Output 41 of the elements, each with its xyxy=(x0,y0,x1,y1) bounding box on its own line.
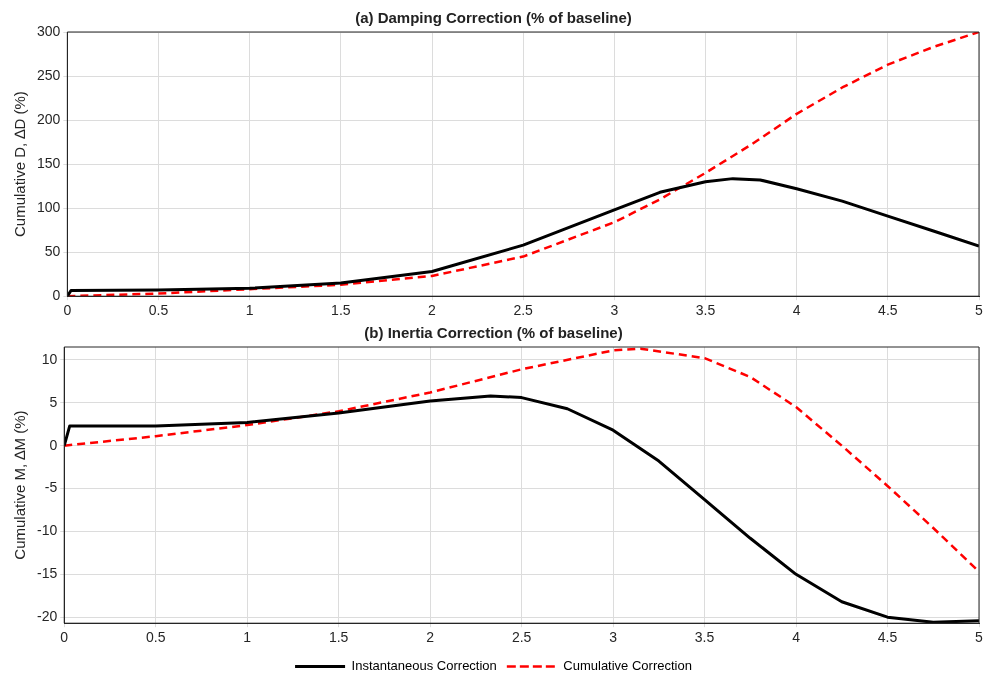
x-tick-label: 0.5 xyxy=(145,629,166,646)
legend-label: Cumulative Correction xyxy=(563,658,692,674)
y-tick-label: 5 xyxy=(49,393,58,410)
y-axis-title: Cumulative D, ∆D (%) xyxy=(11,91,29,238)
y-tick-label: 50 xyxy=(44,243,61,260)
x-tick-label: 2.5 xyxy=(513,302,534,319)
x-tick-label: 1.5 xyxy=(328,629,349,646)
x-tick-label: 0 xyxy=(63,302,72,319)
x-tick-label: 4 xyxy=(792,629,801,646)
y-tick-label: -10 xyxy=(37,522,58,539)
legend-label: Instantaneous Correction xyxy=(351,658,497,674)
y-tick-label: 150 xyxy=(37,154,61,171)
x-tick-label: 2 xyxy=(426,629,435,646)
x-tick-label: 5 xyxy=(975,629,984,646)
x-tick-label: 5 xyxy=(975,302,984,319)
y-axis-title: Cumulative M, ∆M (%) xyxy=(11,410,29,560)
y-tick-label: 300 xyxy=(37,22,61,39)
chart-title: (b) Inertia Correction (% of baseline) xyxy=(364,324,623,342)
x-tick-label: 4.5 xyxy=(878,302,898,319)
y-tick-label: -5 xyxy=(44,479,58,496)
x-tick-label: 2 xyxy=(428,302,437,319)
x-tick-label: 3.5 xyxy=(694,629,715,646)
y-tick-label: 200 xyxy=(37,110,61,127)
y-tick-label: 0 xyxy=(49,436,58,453)
x-tick-label: 3 xyxy=(610,302,619,319)
y-tick-label: 10 xyxy=(41,350,58,367)
x-tick-label: 1.5 xyxy=(331,302,351,319)
y-tick-label: -20 xyxy=(37,608,58,625)
x-tick-label: 2.5 xyxy=(511,629,532,646)
x-tick-label: 3.5 xyxy=(695,302,716,319)
x-tick-label: 4.5 xyxy=(877,629,898,646)
y-tick-label: -15 xyxy=(37,565,58,582)
x-tick-label: 0.5 xyxy=(148,302,169,319)
y-tick-label: 100 xyxy=(37,198,61,215)
chart-title: (a) Damping Correction (% of baseline) xyxy=(355,9,632,27)
x-tick-label: 4 xyxy=(792,302,801,319)
y-tick-label: 250 xyxy=(37,66,61,83)
x-tick-label: 3 xyxy=(609,629,618,646)
x-tick-label: 1 xyxy=(245,302,254,319)
x-tick-label: 1 xyxy=(243,629,252,646)
y-tick-label: 0 xyxy=(52,287,61,304)
